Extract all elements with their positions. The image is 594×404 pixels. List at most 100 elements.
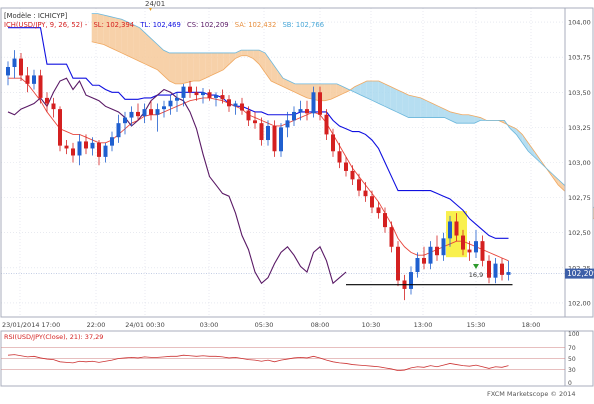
candle-down xyxy=(435,246,439,256)
cloud-segment xyxy=(378,81,385,107)
cloud-segment xyxy=(474,116,481,124)
candle-up xyxy=(103,145,108,157)
rsi-line xyxy=(7,354,509,372)
candle-up xyxy=(142,109,147,117)
cloud-segment xyxy=(450,111,457,124)
time-tick-label: 18:00 xyxy=(522,321,541,329)
cloud-segment xyxy=(265,52,272,82)
candle-down xyxy=(38,75,43,98)
candle-down xyxy=(259,123,264,141)
cloud-segment xyxy=(444,109,451,121)
candle-down xyxy=(422,258,426,264)
cloud-segment xyxy=(223,52,230,70)
cloud-segment xyxy=(360,81,367,98)
time-tick-label: 05:30 xyxy=(255,321,274,329)
time-tick-label: 15:30 xyxy=(467,321,486,329)
time-tick-label: 03:00 xyxy=(200,321,219,329)
candle-up xyxy=(415,258,420,273)
candle-up xyxy=(110,137,114,146)
cloud-segment xyxy=(205,52,212,79)
candle-up xyxy=(116,123,121,138)
candle-down xyxy=(324,114,329,135)
price-tick-label: 103,75 xyxy=(568,54,591,62)
price-tick-label: 104,00 xyxy=(568,19,591,27)
cloud-segment xyxy=(121,19,128,56)
cloud-segment xyxy=(372,81,379,104)
cloud-segment xyxy=(408,95,415,118)
candle-down xyxy=(240,103,244,111)
candle-up xyxy=(493,263,498,278)
candle-down xyxy=(58,109,62,146)
candle-down xyxy=(220,95,225,100)
candle-down xyxy=(461,235,465,250)
candle-down xyxy=(188,86,192,93)
cloud-segment xyxy=(468,114,475,124)
cloud-segment xyxy=(414,96,421,118)
cloud-segment xyxy=(552,173,559,185)
cloud-segment xyxy=(91,13,98,44)
legend-ichimoku-name: ICH(USD/JPY, 9, 26, 52) - xyxy=(4,21,88,29)
candle-down xyxy=(71,148,75,156)
legend-cs: CS: 102,209 xyxy=(187,21,229,29)
cloud-segment xyxy=(169,52,176,84)
candle-up xyxy=(441,238,446,256)
cloud-segment xyxy=(187,52,194,83)
candle-down xyxy=(480,241,485,261)
cloud-segment xyxy=(438,106,445,118)
cloud-segment xyxy=(241,50,248,56)
candle-down xyxy=(51,103,56,110)
annotation-label: 16,9 xyxy=(469,271,483,279)
cloud-segment xyxy=(462,114,469,124)
cloud-segment xyxy=(289,81,296,93)
annotation-arrow xyxy=(473,264,479,270)
candle-up xyxy=(201,92,205,96)
cloud-segment xyxy=(181,52,188,84)
candle-down xyxy=(454,221,459,236)
candle-down xyxy=(331,134,335,152)
candle-down xyxy=(370,196,374,208)
cloud-segment xyxy=(175,52,182,84)
candle-up xyxy=(175,97,179,101)
candle-up xyxy=(77,141,82,156)
cloud-segment xyxy=(330,83,337,100)
candle-down xyxy=(19,58,23,76)
cloud-segment xyxy=(163,50,170,82)
price-tick-label: 103,25 xyxy=(568,124,591,132)
candle-up xyxy=(6,66,10,76)
candle-down xyxy=(45,97,49,104)
time-tick-label: 13:00 xyxy=(414,321,433,329)
candle-up xyxy=(12,58,17,67)
cloud-segment xyxy=(558,179,565,191)
price-axis-area xyxy=(564,7,594,318)
price-tick-label: 103,00 xyxy=(568,159,591,167)
time-tick-label: 23/01/2014 17:00 xyxy=(2,321,60,329)
kijun-sen-line xyxy=(8,27,509,239)
candle-down xyxy=(500,263,504,275)
candle-up xyxy=(279,127,283,152)
cloud-segment xyxy=(354,83,361,96)
cloud-segment xyxy=(402,92,409,118)
time-tick-label: 10:30 xyxy=(362,321,381,329)
price-tick-label: 102,50 xyxy=(568,229,591,237)
candle-down xyxy=(396,246,400,281)
rsi-tick-label: 0 xyxy=(568,380,572,387)
cloud-segment xyxy=(390,86,397,112)
cloud-segment xyxy=(133,24,140,62)
watermark: FXCM Marketscope © 2014 xyxy=(487,390,576,398)
candle-up xyxy=(266,125,270,141)
candle-down xyxy=(350,170,355,180)
candle-up xyxy=(181,86,186,98)
ichimoku-cloud xyxy=(91,13,594,219)
candle-down xyxy=(389,227,394,247)
current-price-tag xyxy=(565,268,594,279)
candle-down xyxy=(357,179,361,191)
cloud-segment xyxy=(366,81,373,101)
candle-up xyxy=(155,109,160,115)
cloud-segment xyxy=(253,50,260,65)
candlesticks xyxy=(6,50,511,301)
candle-up xyxy=(233,103,238,107)
cloud-segment xyxy=(301,83,307,98)
cloud-segment xyxy=(151,38,158,70)
candle-down xyxy=(487,260,491,278)
